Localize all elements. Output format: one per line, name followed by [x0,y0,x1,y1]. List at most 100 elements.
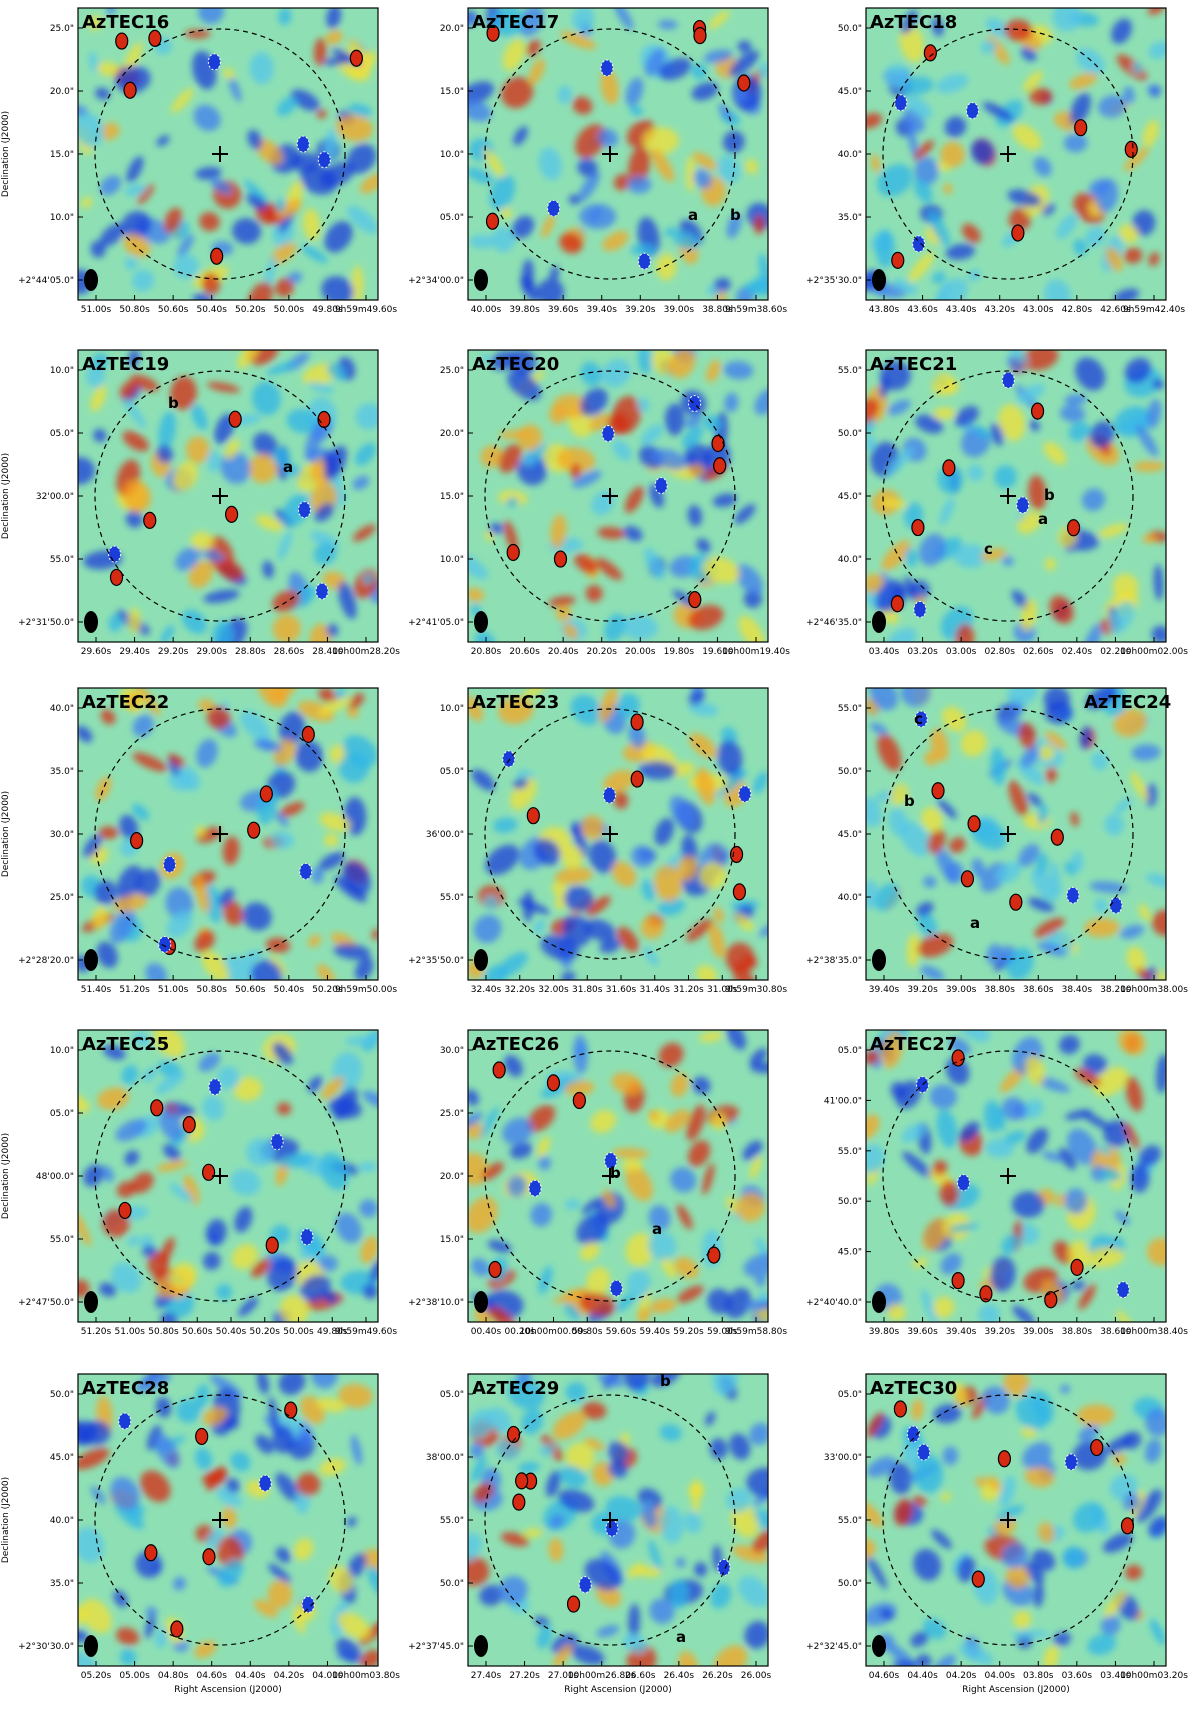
x-tick-label: 10h00m28.20s [332,647,400,657]
x-tick-label: 51.40s [81,985,112,995]
x-tick-label: 03.00s [946,647,977,657]
y-tick-label: +2°41'05.0" [408,618,464,628]
source-contour [259,785,273,803]
y-tick-label: 05.0" [838,1046,862,1056]
y-tick-label: 48'00.0" [36,1172,74,1182]
field-of-view-circle [484,708,736,960]
x-tick-label: 51.00s [158,985,189,995]
y-tick-label: 55.0" [838,366,862,376]
x-tick-label: 39.20s [984,1327,1015,1337]
x-tick-label: 9h59m30.80s [725,985,787,995]
center-cross [602,1512,618,1528]
panel-aztec19: AzTEC19 10.0" 05.0" 32'00.0" 55.0" +2°31'50.0… [1,349,400,657]
source-label-b: b [1044,486,1055,504]
negative-contour [894,94,908,112]
panel-aztec30: AzTEC30 05.0" 33'00.0" 55.0" 50.0" +2°32'45.0… [806,1373,1188,1695]
source-contour [349,49,363,67]
y-tick-label: 41'00.0" [824,1096,862,1106]
noise-texture [78,1374,378,1666]
beam-ellipse [84,949,98,971]
y-tick-label: 40.0" [838,893,862,903]
y-tick-label: +2°30'30.0" [18,1642,74,1652]
y-tick-label: 55.0" [440,1516,464,1526]
x-tick-label: 28.60s [274,647,305,657]
y-tick-label: 50.0" [838,1197,862,1207]
panel-aztec17: AzTEC17 20.0" 15.0" 10.0" 05.0" +2°34'00.0" 40… [408,7,787,315]
negative-contour [108,545,122,563]
panel-aztec28: AzTEC28 50.0" 45.0" 40.0" 35.0" +2°30'30.0" 05… [1,1373,400,1695]
x-tick-label: 51.00s [81,305,112,315]
negative-contour [1064,1453,1078,1471]
noise-texture [78,1030,378,1322]
x-tick-label: 9h59m42.40s [1123,305,1185,315]
x-tick-label: 51.20s [81,1327,112,1337]
negative-contour [208,1078,222,1096]
source-contour [931,782,945,800]
beam-ellipse [84,1291,98,1313]
y-tick-label: 40.0" [50,704,74,714]
beam-ellipse [474,1635,488,1657]
y-axis-label: Declination (J2000) [1,1133,11,1219]
panel-aztec24: AzTEC24 55.0" 50.0" 45.0" 40.0" +2°38'35.0" 39… [806,687,1188,995]
x-tick-label: 19.80s [664,647,695,657]
source-contour [265,1236,279,1254]
x-tick-label: 03.80s [1023,1671,1054,1681]
beam-ellipse [84,269,98,291]
source-contour [711,434,725,453]
beam-ellipse [872,1291,886,1313]
source-contour [960,870,974,888]
x-tick-label: 27.00s [548,1671,579,1681]
x-tick-label: 10h00m00.00s [520,1327,588,1337]
center-cross [1000,1512,1016,1528]
x-tick-label: 38.40s [1062,985,1093,995]
panel-title: AzTEC17 [472,12,559,33]
beam-ellipse [474,1291,488,1313]
y-tick-label: 05.0" [440,767,464,777]
y-tick-label: 45.0" [838,830,862,840]
beam-ellipse [474,949,488,971]
x-tick-label: 03.40s [1100,1671,1131,1681]
x-tick-label: 19.60s [702,647,733,657]
source-contour [967,815,981,833]
y-tick-label: +2°37'45.0" [408,1642,464,1652]
negative-contour [1001,371,1015,389]
x-tick-label: 39.60s [907,1327,938,1337]
x-tick-label: 43.20s [984,305,1015,315]
panel-title: AzTEC26 [472,1034,559,1055]
x-tick-label: 05.20s [81,1671,112,1681]
source-contour [143,511,157,529]
y-tick-label: +2°38'10.0" [408,1298,464,1308]
field-of-view-circle [882,708,1134,960]
source-contour [971,1570,985,1588]
x-tick-label: 39.00s [946,985,977,995]
y-tick-label: 10.0" [440,555,464,565]
x-tick-label: 50.40s [274,985,305,995]
field-of-view-circle [484,370,736,622]
y-tick-label: +2°32'45.0" [806,1642,862,1652]
y-tick-label: 15.0" [50,150,74,160]
y-tick-label: 25.0" [440,1109,464,1119]
center-cross [212,146,228,162]
x-tick-label: 50.40s [196,305,227,315]
center-cross [212,1168,228,1184]
field-of-view-circle [94,1394,346,1646]
negative-contour [301,1596,315,1614]
x-tick-label: 59.40s [640,1327,671,1337]
panel-aztec25: AzTEC25 10.0" 05.0" 48'00.0" 55.0" +2°47'50.0… [1,1029,397,1337]
x-tick-label: 38.80s [984,985,1015,995]
x-tick-label: 31.40s [640,985,671,995]
x-tick-label: 05.00s [119,1671,150,1681]
x-tick-label: 39.00s [664,305,695,315]
x-tick-label: 03.20s [907,647,938,657]
x-tick-label: 04.40s [907,1671,938,1681]
center-cross [212,1512,228,1528]
x-tick-label: 26.60s [625,1671,656,1681]
x-tick-label: 31.80s [572,985,603,995]
y-tick-label: +2°46'35.0" [806,618,862,628]
x-tick-label: 9h59m38.60s [725,305,787,315]
source-contour [553,550,568,568]
source-label-c: c [914,710,923,728]
field-of-view-circle [484,1050,736,1302]
x-tick-label: 10h00m03.80s [332,1671,400,1681]
